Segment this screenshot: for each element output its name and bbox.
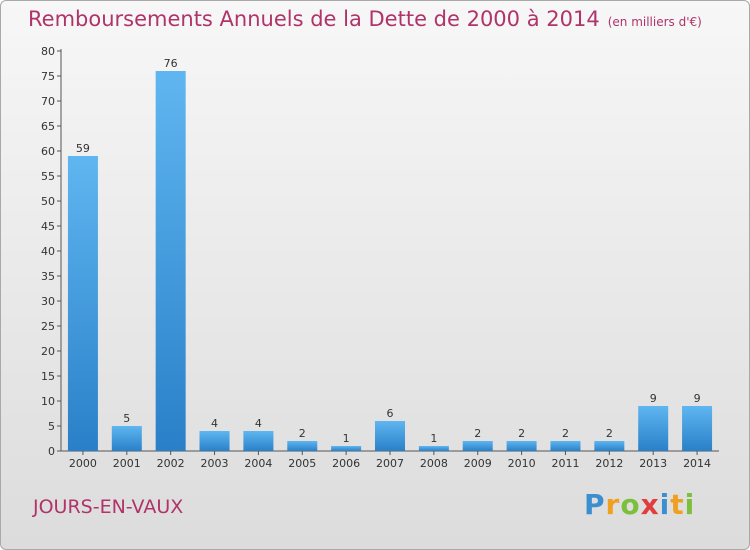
y-tick-label: 30 — [41, 295, 55, 308]
bar-value-label: 9 — [650, 392, 657, 405]
bar-value-label: 4 — [255, 417, 262, 430]
bar — [199, 431, 230, 451]
x-tick-label: 2001 — [113, 457, 141, 470]
chart-unit: (en milliers d'€) — [607, 15, 702, 29]
bar — [67, 156, 98, 451]
x-tick-label: 2004 — [244, 457, 272, 470]
x-tick-label: 2012 — [595, 457, 623, 470]
bar — [638, 406, 669, 451]
bar-value-label: 1 — [343, 432, 350, 445]
chart-title-text: Remboursements Annuels de la Dette de 20… — [28, 7, 600, 31]
x-tick-label: 2013 — [639, 457, 667, 470]
x-tick-label: 2000 — [69, 457, 97, 470]
bar-value-label: 2 — [474, 427, 481, 440]
bar — [550, 441, 581, 451]
bar-value-label: 1 — [430, 432, 437, 445]
bar-value-label: 59 — [76, 142, 90, 155]
bar — [331, 446, 362, 451]
y-tick-label: 55 — [41, 170, 55, 183]
y-tick-label: 80 — [41, 45, 55, 58]
x-tick-label: 2002 — [157, 457, 185, 470]
x-tick-label: 2011 — [551, 457, 579, 470]
bar — [375, 421, 405, 451]
y-tick-label: 75 — [41, 70, 55, 83]
y-tick-label: 70 — [41, 95, 55, 108]
bar-value-label: 9 — [694, 392, 701, 405]
bar-value-label: 2 — [562, 427, 569, 440]
bar-value-label: 4 — [211, 417, 218, 430]
y-tick-label: 5 — [48, 420, 55, 433]
bar — [506, 441, 537, 451]
bar — [155, 71, 186, 451]
y-tick-label: 65 — [41, 120, 55, 133]
bar-value-label: 76 — [164, 57, 178, 70]
y-tick-label: 10 — [41, 395, 55, 408]
y-tick-label: 40 — [41, 245, 55, 258]
y-tick-label: 45 — [41, 220, 55, 233]
bar-value-label: 2 — [606, 427, 613, 440]
x-tick-label: 2009 — [464, 457, 492, 470]
bar — [287, 441, 318, 451]
bar-value-label: 2 — [518, 427, 525, 440]
bar — [243, 431, 274, 451]
x-tick-label: 2003 — [201, 457, 229, 470]
bar — [682, 406, 713, 451]
y-tick-label: 15 — [41, 370, 55, 383]
y-tick-label: 25 — [41, 320, 55, 333]
proxiti-logo: Proxiti — [584, 488, 696, 521]
x-tick-label: 2010 — [508, 457, 536, 470]
bar — [462, 441, 493, 451]
bar — [418, 446, 449, 451]
x-tick-label: 2008 — [420, 457, 448, 470]
x-tick-label: 2006 — [332, 457, 360, 470]
y-tick-label: 35 — [41, 270, 55, 283]
x-tick-label: 2005 — [288, 457, 316, 470]
y-tick-label: 0 — [48, 445, 55, 458]
bar-value-label: 6 — [387, 407, 394, 420]
y-tick-label: 60 — [41, 145, 55, 158]
x-tick-label: 2007 — [376, 457, 404, 470]
bar-value-label: 2 — [299, 427, 306, 440]
bar — [594, 441, 625, 451]
bar — [111, 426, 142, 451]
commune-name: JOURS-EN-VAUX — [33, 496, 184, 518]
bar-value-label: 5 — [123, 412, 130, 425]
x-tick-label: 2014 — [683, 457, 711, 470]
y-tick-label: 50 — [41, 195, 55, 208]
chart-title: Remboursements Annuels de la Dette de 20… — [28, 7, 702, 31]
y-tick-label: 20 — [41, 345, 55, 358]
